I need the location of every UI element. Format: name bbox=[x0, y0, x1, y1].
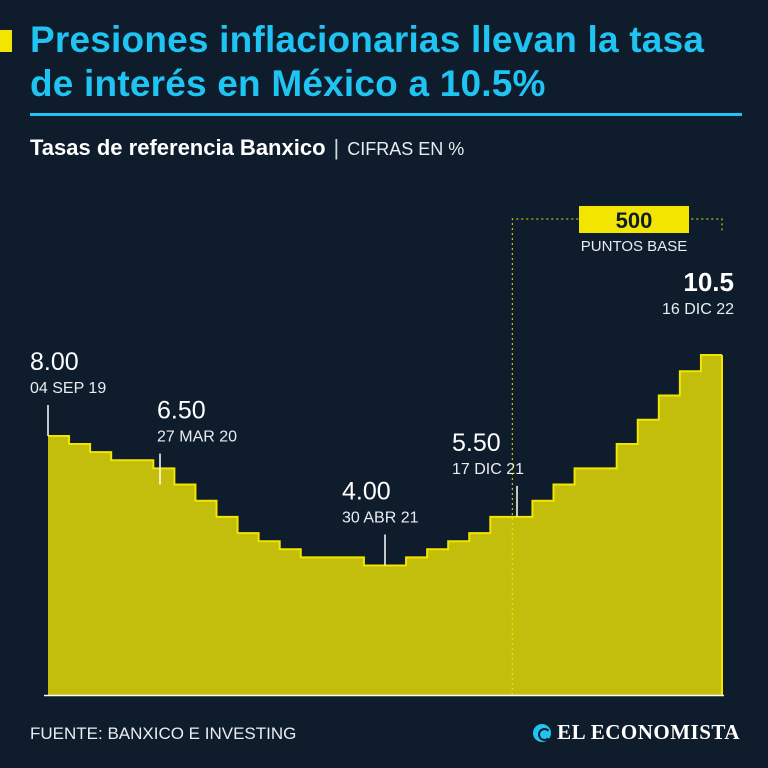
rate-area bbox=[48, 355, 722, 695]
title-divider bbox=[30, 113, 742, 116]
accent-bar bbox=[0, 30, 12, 52]
brand-icon bbox=[533, 723, 552, 742]
annotation-value-3: 5.50 bbox=[452, 429, 501, 457]
annotation-value-4: 10.5 bbox=[683, 267, 734, 297]
subtitle-text: Tasas de referencia Banxico bbox=[30, 135, 326, 160]
unit-label: CIFRAS EN % bbox=[347, 139, 465, 159]
annotation-date-1: 27 MAR 20 bbox=[157, 429, 237, 446]
annotation-value-2: 4.00 bbox=[342, 477, 391, 505]
annotation-value-0: 8.00 bbox=[30, 348, 79, 376]
annotation-date-3: 17 DIC 21 bbox=[452, 461, 524, 478]
source-note: FUENTE: BANXICO E INVESTING bbox=[30, 724, 297, 743]
annotation-date-2: 30 ABR 21 bbox=[342, 509, 419, 526]
annotation-value-1: 6.50 bbox=[157, 397, 206, 425]
subtitle-separator: | bbox=[333, 135, 340, 160]
annotation-date-0: 04 SEP 19 bbox=[30, 380, 106, 397]
change-badge bbox=[579, 206, 689, 233]
annotation-date-4: 16 DIC 22 bbox=[662, 301, 734, 318]
brand-logo: EL ECONOMISTA bbox=[533, 720, 740, 745]
chart-title: Presiones inflacionarias llevan la tasa … bbox=[30, 19, 705, 104]
brand-name: EL ECONOMISTA bbox=[557, 720, 740, 744]
change-badge-label: PUNTOS BASE bbox=[581, 238, 687, 255]
chart-subtitle: Tasas de referencia Banxico | CIFRAS EN % bbox=[30, 135, 464, 161]
rate-line bbox=[48, 354, 722, 567]
change-badge-value: 500 bbox=[616, 208, 653, 233]
